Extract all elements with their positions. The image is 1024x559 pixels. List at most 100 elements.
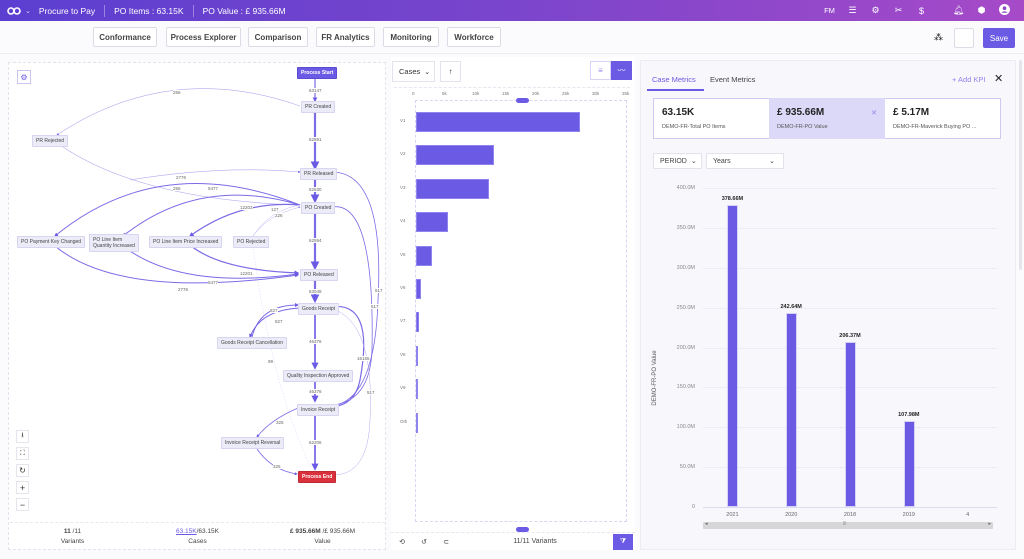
node-pr-rejected[interactable]: PR Rejected [32,135,69,147]
zoom-in-icon[interactable]: + [16,481,29,494]
user-initials[interactable]: FM [824,6,835,15]
kpi-card-total-po-items[interactable]: 63.15K DEMO-FR-Total PO Items [654,98,769,139]
edge-label: 63147 [309,88,322,93]
close-icon[interactable]: ✕ [994,73,1004,85]
edge [251,303,299,338]
app-switcher-chevron-icon[interactable]: ⌄ [25,7,31,15]
node-pr-released[interactable]: PR Released [300,168,338,180]
variants-bar-chart: 0 5k 10k 15k 20k 25k 30k 35k V1 V2 V3 V4 V5 V6 V7 V8 V9 O… [390,88,635,532]
node-process-start[interactable]: Process Start [297,67,338,79]
node-process-end[interactable]: Process End [298,471,337,483]
edge [56,88,301,136]
granularity-select[interactable]: Years ⌄ [706,153,784,169]
chevron-down-icon: ⌄ [769,158,775,165]
process-explorer-button[interactable]: Process Explorer [166,27,241,47]
remove-kpi-icon[interactable]: ✕ [871,110,877,117]
chip-icon[interactable]: ⚙ [871,5,880,15]
period-select[interactable]: PERIOD ⌄ [653,153,702,169]
kpi-card-maverick-buying[interactable]: £ 5.17M DEMO-FR-Maverick Buying PO ... [885,98,1000,139]
node-quality-inspection-approved[interactable]: Quality Inspection Approved [283,370,354,382]
chart-view-icon[interactable]: 〰 [611,61,632,80]
rework-icon[interactable]: ⊂ [443,538,449,546]
settings-badge-icon[interactable]: ⬢ [977,5,986,15]
variant-bar[interactable] [416,145,494,166]
tab-event-metrics[interactable]: Event Metrics [710,75,756,84]
gridline [703,188,997,189]
node-pr-created[interactable]: PR Created [301,101,336,113]
edge-label: 517 [375,288,383,293]
node-invoice-receipt-reversal[interactable]: Invoice Receipt Reversal [221,437,285,449]
node-po-released[interactable]: PO Released [300,269,338,281]
reset-icon[interactable]: ↺ [421,538,427,546]
bell-icon[interactable]: 🔔︎ [952,5,965,15]
variant-bar[interactable] [416,245,432,266]
app-name[interactable]: Procure to Pay [38,5,96,16]
kpi-value: £ 935.66M [777,107,825,118]
top-scroll-handle[interactable] [516,98,529,103]
node-po-line-item-price-increased[interactable]: PO Line Item Price Increased [149,236,223,248]
sort-arrow-icon[interactable]: ↑ [440,61,461,82]
scroll-thumb-grip[interactable]: ⦙⦙⦙ [843,521,847,527]
tools-icon[interactable]: ✂ [894,5,903,15]
metric-select[interactable]: Cases ⌄ [392,61,435,82]
edge-label: 256 [173,186,181,191]
node-po-payment-key-changed[interactable]: PO Payment Key Changed [17,236,86,248]
variant-bar[interactable] [416,112,581,132]
reset-icon[interactable]: ↻ [16,464,29,477]
hierarchy-icon[interactable]: ⁂ [934,32,943,42]
filter-apply-icon[interactable]: ⧩ [613,533,633,550]
loop-icon[interactable]: ⟲ [399,538,405,546]
comparison-button[interactable]: Comparison [248,27,308,47]
fit-view-icon[interactable]: ⛶ [16,447,29,460]
variant-bar[interactable] [416,178,489,199]
node-po-line-item-quantity-increased[interactable]: PO Line Item Quantity Increased [89,234,139,252]
active-tab-indicator [647,89,704,91]
variant-bar[interactable] [416,312,419,333]
cases-filtered-link[interactable]: 63.15K [175,528,197,535]
po-value-bar[interactable] [845,342,856,507]
dollar-icon[interactable]: $ [918,5,924,16]
node-po-created[interactable]: PO Created [301,202,336,214]
po-value-bar[interactable] [786,313,798,507]
variant-bar[interactable] [416,345,418,366]
fr-analytics-button[interactable]: FR Analytics [316,27,375,47]
node-goods-receipt[interactable]: Goods Receipt [298,303,340,315]
blank-button[interactable] [954,28,974,48]
edge [331,206,373,406]
scroll-right-arrow-icon[interactable]: ▸ [988,521,991,527]
variant-bar[interactable] [416,379,418,400]
map-settings-gear-icon[interactable]: ⚙ [17,70,31,84]
workforce-button[interactable]: Workforce [447,27,501,47]
scroll-left-arrow-icon[interactable]: ◂ [705,521,708,527]
user-avatar-icon[interactable] [993,4,1016,17]
variant-bar[interactable] [416,412,418,433]
kpi-card-po-value[interactable]: £ 935.66M DEMO-FR-PO Value ✕ [769,98,885,139]
cases-label: Cases [188,538,207,545]
po-value-bar[interactable] [903,420,915,507]
variant-bar[interactable] [416,212,449,233]
save-button[interactable]: Save [983,28,1015,48]
x-tick-label: 30k [592,91,600,96]
variant-label: V1 [400,118,406,123]
variant-label: V9 [400,385,406,391]
app-logo-icon[interactable] [7,6,21,15]
cases-total: /63.15K [196,528,220,535]
node-po-rejected[interactable]: PO Rejected [233,236,270,248]
edge-label: 5477 [208,280,219,285]
node-goods-receipt-cancellation[interactable]: Goods Receipt Cancellation [217,337,287,349]
conformance-button[interactable]: Conformance [93,27,157,47]
database-icon[interactable]: ☰ [848,5,857,15]
edge-label: 325 [273,464,281,469]
export-icon[interactable]: ⭳ [16,430,29,443]
kpi-panel-scrollbar[interactable] [1019,60,1022,270]
variant-bar[interactable] [416,279,421,299]
zoom-out-icon[interactable]: − [16,498,29,511]
add-kpi-button[interactable]: + Add KPI [952,75,986,84]
horizontal-scrollbar[interactable]: ◂ ⦙⦙⦙ ▸ [703,521,993,529]
list-view-icon[interactable]: ≡ [590,61,611,80]
monitoring-button[interactable]: Monitoring [383,27,439,47]
tab-case-metrics[interactable]: Case Metrics [652,75,696,84]
po-value-bar[interactable] [727,205,739,507]
node-invoice-receipt[interactable]: Invoice Receipt [297,404,340,416]
bottom-scroll-handle[interactable] [516,527,529,532]
